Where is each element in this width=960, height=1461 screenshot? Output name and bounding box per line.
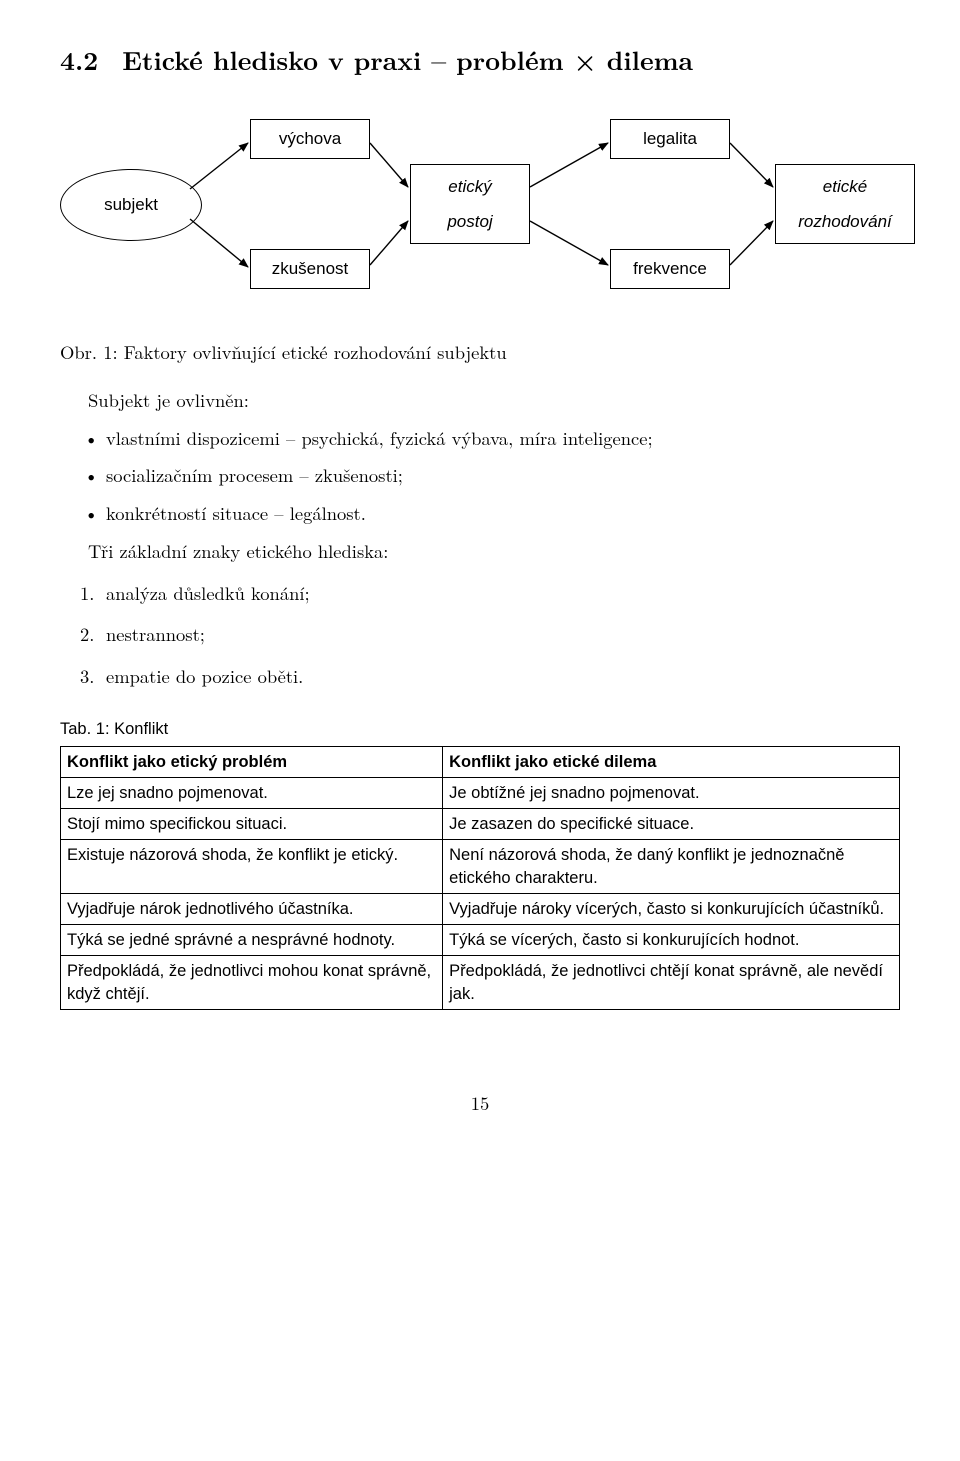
- node-label: etické: [823, 174, 867, 200]
- table-cell: Lze jej snadno pojmenovat.: [61, 777, 443, 808]
- table-row: Vyjadřuje nárok jednotlivého účastníka. …: [61, 893, 900, 924]
- node-label: postoj: [447, 209, 492, 235]
- node-zkusenost: zkušenost: [250, 249, 370, 289]
- node-label: subjekt: [104, 192, 158, 218]
- node-rozhodovani: etické rozhodování: [775, 164, 915, 244]
- table-header-right: Konflikt jako etické dilema: [443, 746, 900, 777]
- table-cell: Existuje názorová shoda, že konflikt je …: [61, 840, 443, 894]
- table-cell: Je obtížné jej snadno pojmenovat.: [443, 777, 900, 808]
- table-cell: Vyjadřuje nároky vícerých, často si konk…: [443, 893, 900, 924]
- intro-text: Subjekt je ovlivněn:: [60, 387, 900, 415]
- node-label: výchova: [279, 126, 341, 152]
- page-number: 15: [60, 1090, 900, 1118]
- list-item: nestrannost;: [60, 621, 900, 649]
- node-label: legalita: [643, 126, 697, 152]
- table-row: Existuje názorová shoda, že konflikt je …: [61, 840, 900, 894]
- znaky-heading: Tři základní znaky etického hlediska:: [60, 538, 900, 566]
- factors-diagram: subjekt výchova zkušenost etický postoj …: [60, 109, 920, 309]
- enum-znaky: analýza důsledků konání; nestrannost; em…: [60, 580, 900, 691]
- list-item: empatie do pozice oběti.: [60, 663, 900, 691]
- table-header-left: Konflikt jako etický problém: [61, 746, 443, 777]
- section-number: 4.2: [60, 41, 98, 78]
- node-label: zkušenost: [272, 256, 349, 282]
- node-legalita: legalita: [610, 119, 730, 159]
- bullets-subjekt: vlastními dispozicemi – psychická, fyzic…: [60, 425, 900, 528]
- konflikt-table: Konflikt jako etický problém Konflikt ja…: [60, 746, 900, 1010]
- node-label: etický: [448, 174, 491, 200]
- node-label: rozhodování: [798, 209, 892, 235]
- section-title: Etické hledisko v praxi – problém × dile…: [122, 41, 693, 78]
- list-item: analýza důsledků konání;: [60, 580, 900, 608]
- table-cell: Předpokládá, že jednotlivci mohou konat …: [61, 956, 443, 1010]
- table-cell: Předpokládá, že jednotlivci chtějí konat…: [443, 956, 900, 1010]
- table-cell: Vyjadřuje nárok jednotlivého účastníka.: [61, 893, 443, 924]
- list-item: vlastními dispozicemi – psychická, fyzic…: [60, 425, 900, 453]
- node-frekvence: frekvence: [610, 249, 730, 289]
- table-cell: Není názorová shoda, že daný konflikt je…: [443, 840, 900, 894]
- table-row: Lze jej snadno pojmenovat. Je obtížné je…: [61, 777, 900, 808]
- table-cell: Je zasazen do specifické situace.: [443, 809, 900, 840]
- table-row: Předpokládá, že jednotlivci mohou konat …: [61, 956, 900, 1010]
- node-eticky-postoj: etický postoj: [410, 164, 530, 244]
- section-heading: 4.2 Etické hledisko v praxi – problém × d…: [60, 40, 900, 79]
- table-cell: Týká se jedné správné a nesprávné hodnot…: [61, 925, 443, 956]
- table-row: Týká se jedné správné a nesprávné hodnot…: [61, 925, 900, 956]
- node-label: frekvence: [633, 256, 707, 282]
- table-cell: Týká se vícerých, často si konkurujících…: [443, 925, 900, 956]
- node-subjekt: subjekt: [60, 169, 202, 241]
- table-caption: Tab. 1: Konflikt: [60, 717, 900, 742]
- list-item: konkrétností situace – legálnost.: [60, 500, 900, 528]
- table-cell: Stojí mimo specifickou situaci.: [61, 809, 443, 840]
- list-item: socializačním procesem – zkušenosti;: [60, 462, 900, 490]
- node-vychova: výchova: [250, 119, 370, 159]
- figure-caption: Obr. 1: Faktory ovlivňující etické rozho…: [60, 339, 900, 367]
- table-row: Stojí mimo specifickou situaci. Je zasaz…: [61, 809, 900, 840]
